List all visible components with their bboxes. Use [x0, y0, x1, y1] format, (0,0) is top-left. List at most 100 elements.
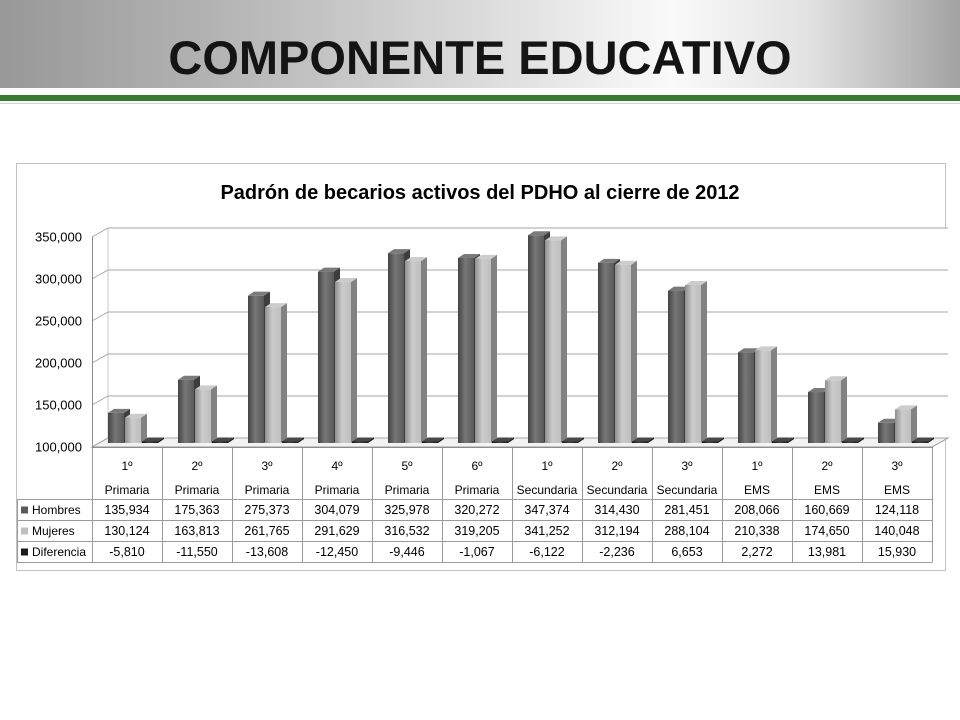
bar-top-face — [475, 254, 497, 259]
bar-top-face — [318, 267, 340, 272]
y-tick-label: 300,000 — [35, 272, 82, 287]
bar-side-face — [911, 405, 917, 443]
bar-front-face — [702, 441, 718, 443]
bar-front-face — [615, 264, 631, 443]
table-value-cell: 319,205 — [454, 524, 499, 538]
bar-diferencia-11 — [842, 437, 864, 443]
data-table: 1º Primaria 2º Primaria 3º Primaria 4º Primaria… — [17, 447, 933, 563]
bar-top-face — [265, 303, 287, 308]
bar-front-face — [738, 352, 754, 443]
table-value-cell: 124,118 — [875, 503, 919, 517]
bar-side-face — [631, 260, 637, 443]
table-value-cell: -11,550 — [176, 545, 218, 559]
table-value-cell: 325,978 — [384, 503, 429, 517]
category-grade-label: 1º — [541, 459, 553, 473]
table-value-cell: 275,373 — [244, 503, 289, 517]
bar-front-face — [458, 257, 474, 443]
bar-top-face — [142, 437, 164, 442]
side-wall — [92, 228, 108, 447]
bar-side-face — [141, 413, 147, 443]
bar-side-face — [211, 385, 217, 443]
category-level-label: EMS — [744, 483, 770, 497]
table-value-cell: 135,934 — [104, 503, 149, 517]
bar-front-face — [318, 271, 334, 443]
table-value-cell: 281,451 — [664, 503, 709, 517]
category-level-label: Primaria — [455, 483, 500, 497]
table-value-cell: 210,338 — [734, 524, 779, 538]
bar-front-face — [668, 290, 684, 443]
legend-key-hombres — [21, 506, 28, 514]
category-grade-label: 2º — [821, 459, 833, 473]
bar-front-face — [195, 389, 211, 443]
table-value-cell: 261,765 — [244, 524, 289, 538]
table-value-cell: 15,930 — [878, 545, 916, 559]
green-divider — [0, 95, 960, 101]
bar-front-face — [685, 284, 701, 443]
bar-diferencia-5 — [422, 437, 444, 443]
bar-mujeres-3 — [265, 303, 287, 443]
table-value-cell: -12,450 — [316, 545, 358, 559]
bar-front-face — [142, 441, 158, 443]
bar-diferencia-9 — [702, 437, 724, 443]
bar-front-face — [842, 441, 858, 443]
y-axis: 100,000 150,000 200,000 250,000 300,000 350,0… — [35, 230, 93, 455]
bar-diferencia-6 — [492, 437, 514, 443]
category-level-label: Primaria — [245, 483, 290, 497]
bar-top-face — [755, 346, 777, 351]
bar-mujeres-5 — [405, 257, 427, 443]
table-value-cell: -2,236 — [599, 545, 634, 559]
bar-side-face — [771, 346, 777, 443]
table-value-cell: -9,446 — [389, 545, 424, 559]
bar-top-face — [825, 376, 847, 381]
bar-front-face — [598, 262, 614, 443]
bar-top-face — [352, 437, 374, 442]
category-level-label: Secundaria — [657, 483, 718, 497]
y-tick-label: 250,000 — [35, 314, 82, 329]
bar-front-face — [492, 441, 508, 443]
table-value-cell: 291,629 — [314, 524, 359, 538]
bar-mujeres-11 — [825, 376, 847, 443]
bar-front-face — [825, 380, 841, 443]
bar-top-face — [335, 278, 357, 283]
bar-top-face — [738, 348, 760, 353]
bar-mujeres-9 — [685, 280, 707, 443]
bar-side-face — [701, 280, 707, 443]
bar-top-face — [808, 388, 830, 393]
category-grade-label: 3º — [261, 459, 273, 473]
bar-top-face — [895, 405, 917, 410]
bar-top-face — [212, 437, 234, 442]
table-value-cell: 288,104 — [664, 524, 709, 538]
bar-diferencia-1 — [142, 437, 164, 443]
bar-side-face — [281, 303, 287, 443]
category-grade-label: 4º — [331, 459, 343, 473]
bar-front-face — [282, 441, 298, 443]
bar-top-face — [598, 258, 620, 263]
category-grade-label: 6º — [471, 459, 483, 473]
table-value-cell: 163,813 — [174, 524, 219, 538]
bar-side-face — [648, 437, 654, 443]
bar-side-face — [368, 437, 374, 443]
bar-front-face — [265, 307, 281, 443]
chart-title: Padrón de becarios activos del PDHO al c… — [220, 182, 739, 204]
category-grade-label: 1º — [121, 459, 133, 473]
bar-mujeres-2 — [195, 385, 217, 443]
table-value-cell: -13,608 — [246, 545, 288, 559]
bar-series — [108, 231, 934, 443]
category-grade-label: 2º — [191, 459, 203, 473]
bar-side-face — [158, 437, 164, 443]
bar-top-face — [195, 385, 217, 390]
table-value-cell: 160,669 — [804, 503, 849, 517]
bar-mujeres-8 — [615, 260, 637, 443]
bar-side-face — [788, 437, 794, 443]
category-level-label: Secundaria — [587, 483, 648, 497]
y-tick-label: 150,000 — [35, 398, 82, 413]
bar-front-face — [912, 441, 928, 443]
bar-side-face — [421, 257, 427, 443]
bar-diferencia-12 — [912, 437, 934, 443]
bar-top-face — [388, 249, 410, 254]
table-value-cell: 316,532 — [384, 524, 429, 538]
bar-front-face — [755, 350, 771, 443]
bar-top-face — [248, 291, 270, 296]
bar-front-face — [772, 441, 788, 443]
